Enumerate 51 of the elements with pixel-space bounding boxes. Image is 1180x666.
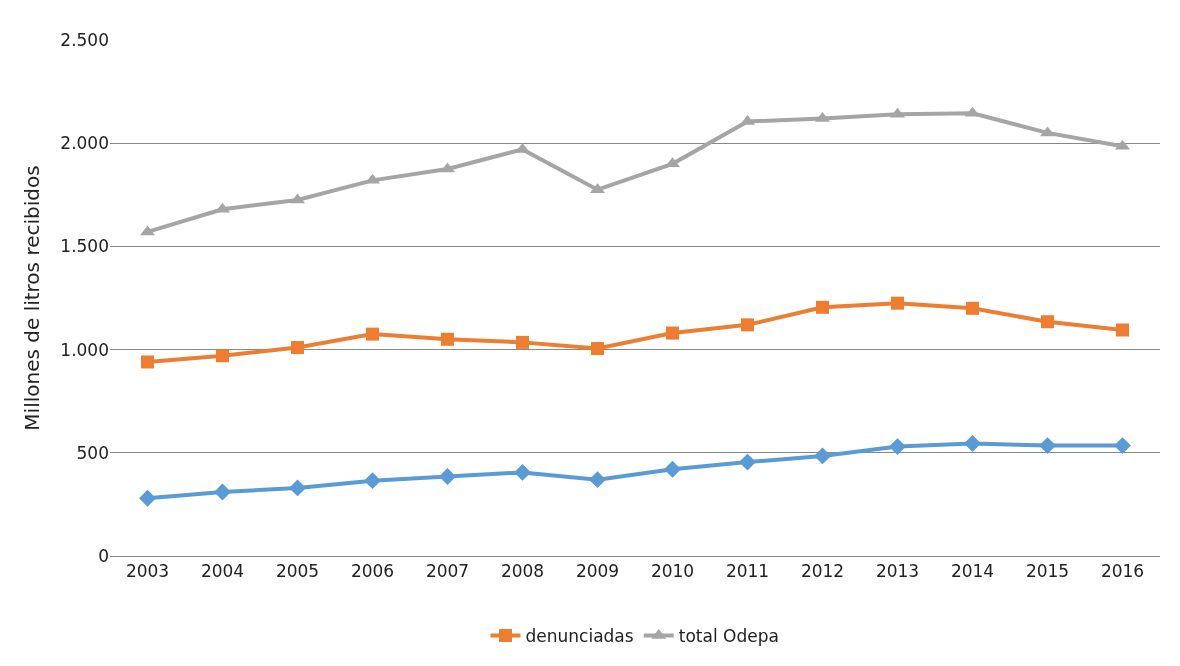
y-tick-label: 2.000 bbox=[60, 133, 109, 154]
x-tick-label: 2014 bbox=[950, 561, 995, 582]
x-tick-label: 2012 bbox=[800, 561, 845, 582]
point bbox=[739, 453, 756, 471]
point bbox=[216, 349, 229, 363]
point bbox=[514, 463, 531, 481]
point bbox=[516, 335, 529, 349]
point bbox=[1116, 323, 1129, 337]
point bbox=[141, 355, 154, 369]
x-tick-label: 2005 bbox=[275, 561, 320, 582]
point bbox=[139, 489, 156, 507]
point bbox=[964, 435, 981, 452]
point bbox=[289, 479, 306, 497]
point bbox=[441, 332, 454, 346]
point bbox=[1039, 437, 1056, 455]
x-tick-label: 2009 bbox=[575, 561, 620, 582]
point bbox=[589, 471, 606, 489]
point bbox=[364, 472, 381, 490]
y-tick-label: 2.500 bbox=[60, 29, 109, 50]
x-tick-label: 2008 bbox=[500, 561, 545, 582]
point bbox=[291, 341, 304, 355]
point bbox=[814, 447, 831, 465]
y-tick-label: 1.500 bbox=[60, 236, 109, 257]
legend-label: denunciadas bbox=[525, 626, 634, 647]
x-tick-label: 2003 bbox=[125, 561, 170, 582]
x-tick-label: 2007 bbox=[425, 561, 470, 582]
y-tick-label: 500 bbox=[76, 442, 109, 463]
point bbox=[1041, 315, 1054, 329]
point bbox=[966, 301, 979, 315]
point bbox=[666, 326, 679, 340]
point bbox=[889, 438, 906, 456]
point bbox=[366, 327, 379, 341]
x-tick-label: 2004 bbox=[200, 561, 245, 582]
y-tick-label: 1.000 bbox=[60, 339, 109, 360]
x-tick-label: 2013 bbox=[875, 561, 920, 582]
point bbox=[439, 468, 456, 485]
x-tick-label: 2010 bbox=[650, 561, 695, 582]
y-axis-title: Millones de litros recibidos bbox=[19, 165, 44, 431]
point bbox=[1114, 437, 1131, 455]
x-tick-label: 2015 bbox=[1025, 561, 1070, 582]
y-tick-label: 0 bbox=[98, 545, 109, 566]
legend-label: total Odepa bbox=[678, 626, 779, 647]
point bbox=[741, 318, 754, 332]
point bbox=[214, 483, 231, 501]
point bbox=[891, 296, 904, 310]
point bbox=[664, 460, 681, 478]
x-tick-label: 2016 bbox=[1100, 561, 1145, 582]
point bbox=[816, 300, 829, 314]
point bbox=[591, 342, 604, 356]
x-tick-label: 2011 bbox=[725, 561, 770, 582]
x-tick-label: 2006 bbox=[350, 561, 395, 582]
